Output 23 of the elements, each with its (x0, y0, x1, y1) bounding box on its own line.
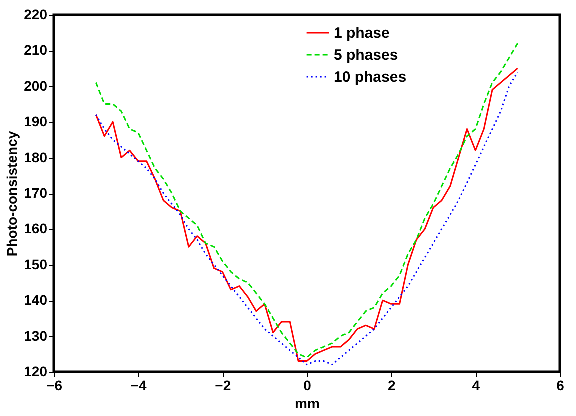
x-axis-title: mm (295, 396, 320, 412)
y-tick-label: 120 (24, 364, 48, 380)
y-tick-label: 190 (24, 114, 48, 130)
y-tick-label: 180 (24, 149, 48, 166)
x-tick-label: −6 (46, 378, 63, 394)
y-tick-label: 130 (24, 328, 48, 344)
y-tick-label: 160 (24, 220, 48, 237)
x-tick-label: 6 (556, 378, 565, 394)
x-tick-label: −2 (215, 378, 232, 394)
legend-label: 10 phases (334, 69, 407, 86)
x-tick-label: 2 (388, 378, 396, 394)
y-tick-label: 200 (24, 78, 48, 94)
y-tick-label: 170 (24, 185, 48, 201)
y-tick-label: 150 (24, 256, 48, 272)
y-axis-title: Photo-consistency (4, 131, 20, 257)
x-tick-label: −4 (130, 378, 148, 394)
y-tick-label: 220 (24, 6, 48, 22)
y-tick-label: 210 (24, 42, 48, 58)
legend-label: 5 phases (334, 47, 398, 64)
x-tick-label: 4 (472, 378, 480, 394)
y-tick-label: 140 (24, 292, 48, 308)
x-tick-label: 0 (304, 378, 312, 394)
legend-label: 1 phase (334, 25, 390, 42)
